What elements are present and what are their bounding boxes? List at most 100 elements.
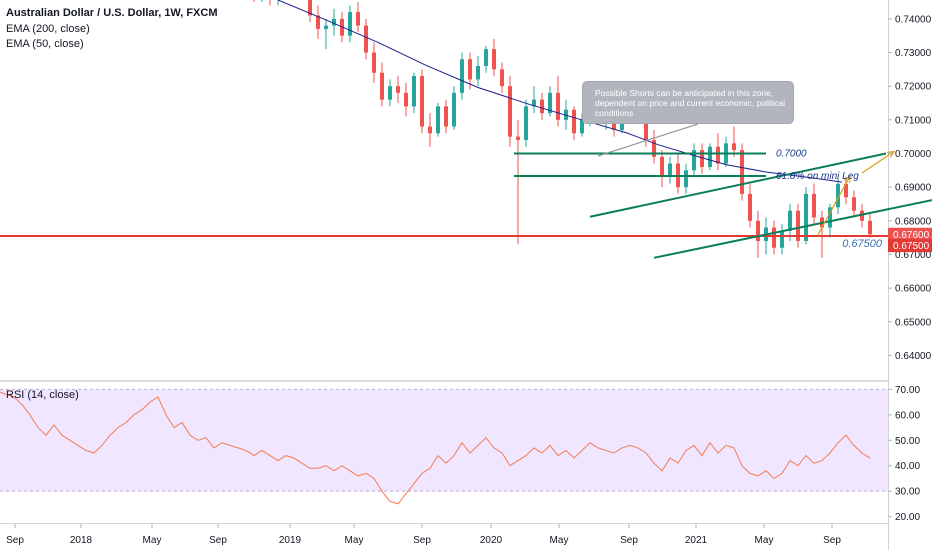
level-label-0700: 0.7000 [776, 148, 807, 159]
time-tick-label: Sep [413, 535, 431, 546]
candle-body [404, 92, 408, 107]
candle-body [644, 116, 648, 141]
candle-body [660, 156, 664, 178]
rsi-legend[interactable]: RSI (14, close) [6, 389, 79, 401]
symbol-title[interactable]: Australian Dollar / U.S. Dollar, 1W, FXC… [6, 7, 218, 19]
candle-body [708, 146, 712, 167]
candle-body [468, 59, 472, 80]
time-tick-label: Sep [620, 535, 638, 546]
candle-body [364, 25, 368, 53]
candle-body [436, 106, 440, 134]
time-tick-label: May [755, 535, 774, 546]
arrow-head [843, 174, 851, 184]
rsi-tick-label: 60.00 [895, 410, 920, 421]
price-tick-label: 0.72000 [895, 82, 932, 93]
rsi-tick-label: 20.00 [895, 512, 920, 523]
callout-pointer [597, 123, 699, 157]
price-tick-label: 0.69000 [895, 183, 932, 194]
candle-body [420, 76, 424, 127]
arrow-head [886, 150, 896, 158]
candle-body [652, 140, 656, 157]
current-price-badge: 0.67600 [888, 227, 932, 241]
candle-body [668, 163, 672, 178]
candle-body [740, 150, 744, 194]
arrow-line [861, 150, 895, 174]
candle-body [716, 146, 720, 164]
ema50-line [277, 0, 843, 183]
candle-body [548, 92, 552, 114]
ema200-legend[interactable]: EMA (200, close) [6, 23, 90, 35]
rsi-tick-label: 70.00 [895, 385, 920, 396]
candle-body [540, 99, 544, 114]
price-tick-label: 0.74000 [895, 14, 932, 25]
alert-price-badge: 0.67500 [888, 239, 932, 253]
candle-body [452, 92, 456, 127]
horizontal-levels [514, 152, 766, 178]
rsi-tick-label: 30.00 [895, 487, 920, 498]
time-tick-label: 2020 [480, 535, 503, 546]
candle-body [500, 69, 504, 87]
candle-body [460, 59, 464, 93]
candle-body [748, 193, 752, 221]
candle-body [388, 86, 392, 100]
candle-body [348, 12, 352, 36]
candle-body [372, 52, 376, 73]
candle-body [836, 183, 840, 208]
candle-body [556, 92, 560, 120]
price-tick-label: 0.68000 [895, 216, 932, 227]
price-panel[interactable] [0, 0, 888, 380]
candle-body [700, 150, 704, 167]
candle-body [412, 76, 416, 107]
candle-body [508, 86, 512, 137]
arrow-line [817, 175, 851, 236]
candle-body [732, 143, 736, 151]
candle-body [804, 193, 808, 241]
candle-body [788, 210, 792, 231]
rsi-tick-label: 40.00 [895, 461, 920, 472]
svg-text:0.67500: 0.67500 [893, 241, 930, 252]
svg-text:0.67600: 0.67600 [893, 230, 930, 241]
callout-note[interactable]: Possible Shorts can be anticipated in th… [582, 81, 794, 124]
candle-body [780, 230, 784, 248]
rsi-axis: 70.00 60.00 50.00 40.00 30.00 20.00 [888, 385, 920, 523]
candle-body [356, 12, 360, 26]
channel-lower-line [653, 199, 932, 259]
time-tick-label: Sep [823, 535, 841, 546]
candle-body [428, 126, 432, 134]
candle-body [492, 49, 496, 70]
time-tick-label: Sep [209, 535, 227, 546]
channel-upper-line [589, 152, 887, 218]
ema50-legend[interactable]: EMA (50, close) [6, 38, 84, 50]
candle-body [308, 0, 312, 16]
time-tick-label: May [345, 535, 364, 546]
candle-body [572, 109, 576, 134]
candle-body [332, 18, 336, 26]
rsi-line [0, 391, 871, 505]
price-tick-label: 0.71000 [895, 115, 932, 126]
price-tick-label: 0.64000 [895, 351, 932, 362]
candle-body [796, 210, 800, 241]
candle-body [380, 72, 384, 100]
price-tick-label: 0.65000 [895, 317, 932, 328]
time-axis: Sep 2018 May Sep 2019 May Sep 2020 May Sep 2021 May… [6, 524, 841, 546]
candle-body [476, 65, 480, 80]
candle-body [396, 86, 400, 93]
candle-body [532, 99, 536, 107]
time-tick-label: 2018 [70, 535, 93, 546]
candle-body [812, 193, 816, 218]
projection-arrows [817, 150, 896, 236]
candle-body [316, 15, 320, 29]
candle-body [860, 210, 864, 221]
candle-body [692, 150, 696, 171]
candle-body [772, 227, 776, 248]
time-tick-label: 2021 [685, 535, 708, 546]
candle-body [444, 106, 448, 127]
candle-body [516, 136, 520, 141]
candle-body [868, 220, 872, 235]
candle-body [324, 25, 328, 29]
price-tick-label: 0.73000 [895, 48, 932, 59]
candle-body [524, 106, 528, 141]
price-tick-label: 0.66000 [895, 284, 932, 295]
candle-body [852, 197, 856, 211]
